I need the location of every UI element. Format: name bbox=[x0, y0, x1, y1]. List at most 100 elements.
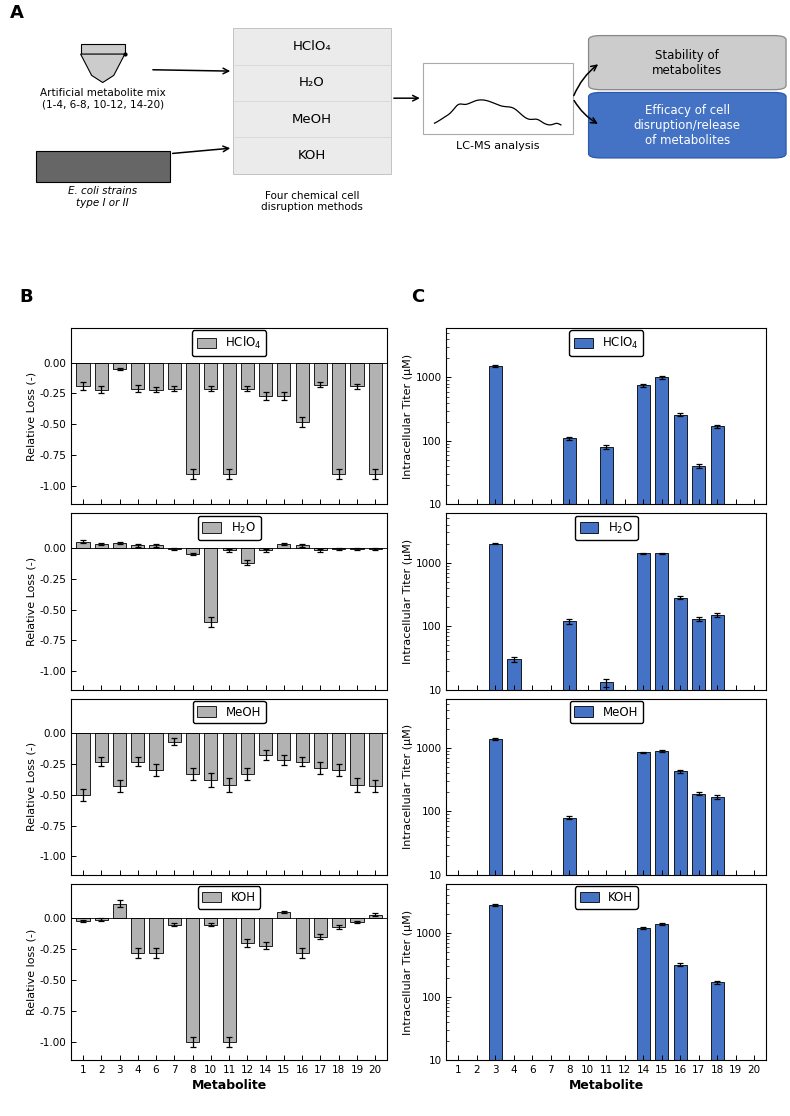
Bar bbox=[259, 363, 273, 396]
Text: H₂O: H₂O bbox=[299, 76, 325, 89]
Y-axis label: Intracellular Titer (μM): Intracellular Titer (μM) bbox=[403, 539, 412, 664]
Bar bbox=[186, 918, 199, 1041]
Bar bbox=[655, 751, 668, 1116]
Bar bbox=[277, 545, 291, 548]
Bar bbox=[186, 548, 199, 554]
Bar bbox=[674, 415, 687, 1116]
Bar bbox=[149, 918, 163, 953]
Legend: MeOH: MeOH bbox=[193, 701, 265, 723]
Bar bbox=[149, 546, 163, 548]
Bar bbox=[637, 385, 650, 1116]
Text: Artificial metabolite mix
(1-4, 6-8, 10-12, 14-20): Artificial metabolite mix (1-4, 6-8, 10-… bbox=[40, 88, 166, 109]
Bar bbox=[167, 918, 181, 924]
X-axis label: Metabolite: Metabolite bbox=[191, 1079, 267, 1093]
Bar bbox=[637, 929, 650, 1116]
Bar bbox=[314, 733, 327, 768]
Bar bbox=[562, 439, 576, 1116]
Bar bbox=[241, 363, 254, 388]
Bar bbox=[113, 733, 126, 786]
Bar bbox=[259, 918, 273, 945]
Bar bbox=[167, 363, 181, 388]
Bar bbox=[332, 918, 345, 927]
Bar bbox=[369, 548, 382, 549]
Bar bbox=[489, 739, 502, 1116]
Bar bbox=[674, 964, 687, 1116]
Text: A: A bbox=[9, 4, 24, 22]
Bar bbox=[113, 904, 126, 918]
Bar bbox=[369, 915, 382, 918]
Bar bbox=[95, 545, 107, 548]
Text: HClO₄: HClO₄ bbox=[293, 40, 331, 54]
Bar bbox=[655, 377, 668, 1116]
Bar bbox=[711, 426, 724, 1116]
Bar bbox=[113, 543, 126, 548]
Bar bbox=[131, 733, 145, 761]
Bar bbox=[205, 733, 217, 780]
Bar bbox=[692, 466, 705, 1116]
Bar bbox=[95, 918, 107, 920]
Bar bbox=[186, 733, 199, 773]
Polygon shape bbox=[81, 45, 125, 54]
Bar bbox=[241, 548, 254, 562]
Bar bbox=[314, 918, 327, 937]
Bar bbox=[562, 818, 576, 1116]
Bar bbox=[507, 660, 521, 1116]
Bar bbox=[223, 733, 235, 785]
Bar bbox=[637, 752, 650, 1116]
Bar bbox=[674, 598, 687, 1116]
Bar bbox=[95, 733, 107, 761]
Bar bbox=[351, 733, 363, 785]
Bar bbox=[131, 918, 145, 953]
Bar bbox=[259, 548, 273, 550]
Bar bbox=[655, 554, 668, 1116]
Y-axis label: Relative Loss (-): Relative Loss (-) bbox=[27, 557, 36, 646]
Legend: KOH: KOH bbox=[198, 886, 261, 908]
Text: Efficacy of cell
disruption/release
of metabolites: Efficacy of cell disruption/release of m… bbox=[634, 104, 741, 146]
Legend: HClO$_4$: HClO$_4$ bbox=[570, 330, 643, 356]
Bar bbox=[77, 733, 89, 795]
Bar bbox=[600, 448, 613, 1116]
Bar bbox=[131, 363, 145, 388]
Text: LC-MS analysis: LC-MS analysis bbox=[456, 141, 540, 151]
Bar bbox=[314, 548, 327, 550]
Bar bbox=[332, 363, 345, 473]
Bar bbox=[149, 363, 163, 389]
Text: E. coli strains
type I or II: E. coli strains type I or II bbox=[68, 186, 137, 208]
Bar bbox=[223, 363, 235, 473]
Bar bbox=[295, 546, 309, 548]
Bar bbox=[259, 733, 273, 756]
Bar bbox=[277, 733, 291, 760]
Text: KOH: KOH bbox=[298, 148, 326, 162]
Bar bbox=[369, 733, 382, 786]
Bar bbox=[113, 363, 126, 368]
Bar bbox=[186, 363, 199, 473]
Bar bbox=[332, 548, 345, 549]
Y-axis label: Relative Loss (-): Relative Loss (-) bbox=[27, 742, 36, 831]
Bar bbox=[351, 548, 363, 549]
Bar bbox=[655, 924, 668, 1116]
Bar bbox=[674, 771, 687, 1116]
Bar bbox=[692, 619, 705, 1116]
Bar bbox=[277, 912, 291, 918]
Text: Stability of
metabolites: Stability of metabolites bbox=[653, 49, 722, 77]
Bar bbox=[223, 918, 235, 1041]
Legend: KOH: KOH bbox=[575, 886, 638, 908]
Bar bbox=[167, 733, 181, 742]
Bar bbox=[369, 363, 382, 473]
Y-axis label: Intracellular Titer (μM): Intracellular Titer (μM) bbox=[403, 354, 412, 479]
Y-axis label: Intracellular Titer (μM): Intracellular Titer (μM) bbox=[403, 724, 412, 849]
Bar bbox=[423, 62, 573, 134]
Text: B: B bbox=[20, 288, 33, 306]
Bar bbox=[692, 793, 705, 1116]
Bar bbox=[711, 615, 724, 1116]
Bar bbox=[711, 982, 724, 1116]
Bar bbox=[233, 29, 391, 174]
Bar bbox=[295, 918, 309, 953]
Text: MeOH: MeOH bbox=[292, 113, 332, 126]
Bar bbox=[36, 151, 170, 182]
Bar bbox=[277, 363, 291, 396]
Bar bbox=[600, 683, 613, 1116]
Y-axis label: Intracellular Titer (μM): Intracellular Titer (μM) bbox=[403, 910, 412, 1035]
Bar bbox=[489, 905, 502, 1116]
Bar bbox=[489, 366, 502, 1116]
